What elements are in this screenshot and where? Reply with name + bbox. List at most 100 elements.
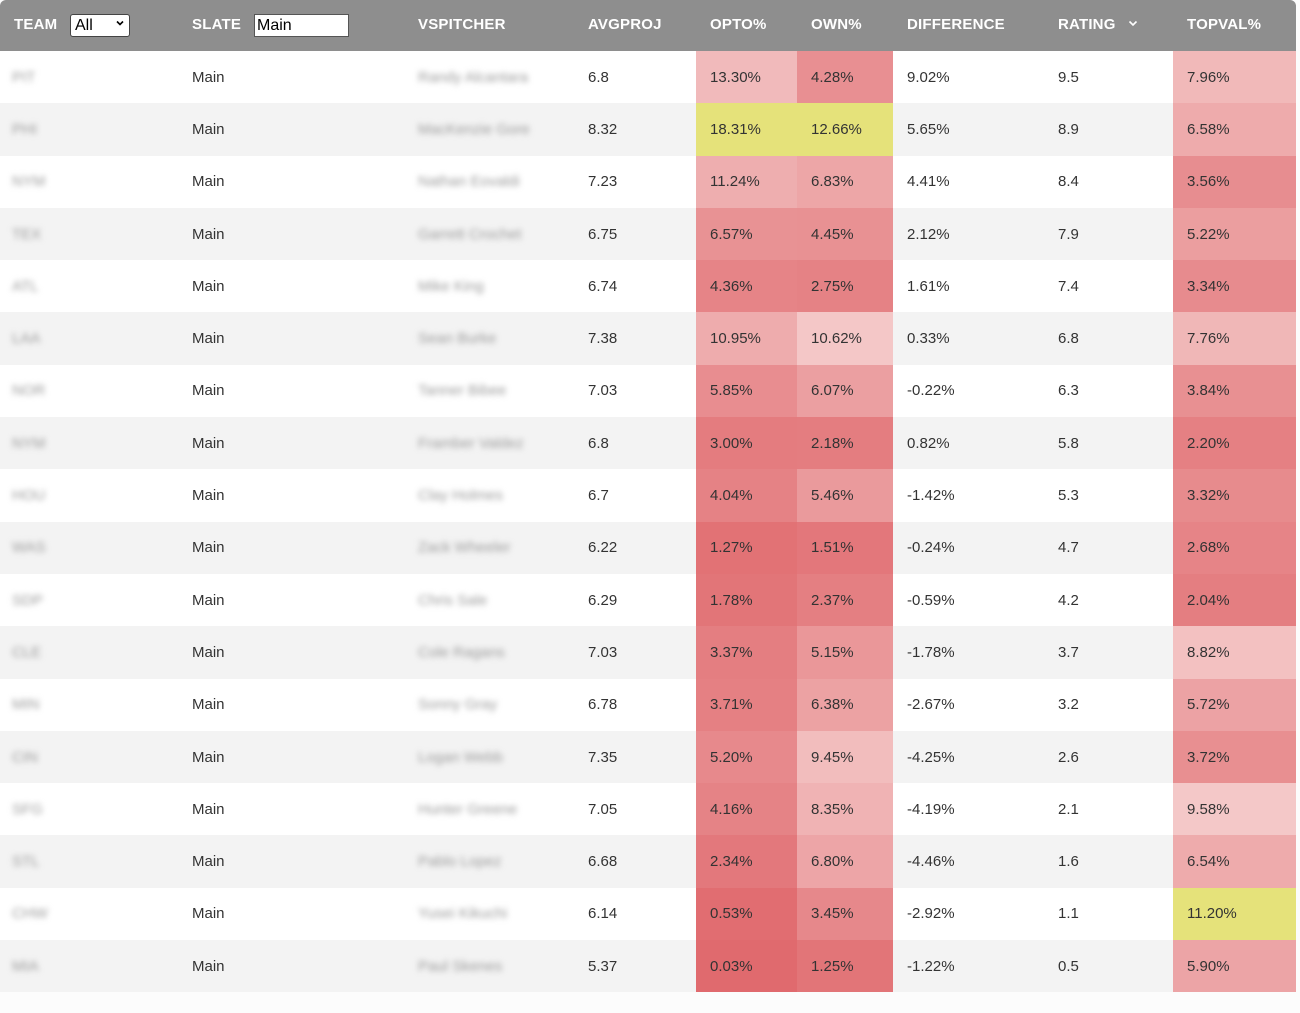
own-cell-text: 12.66%	[811, 120, 862, 138]
team-cell-text: CLE	[12, 643, 42, 661]
avgproj-cell: 7.03	[588, 626, 688, 678]
difference-cell-text: -2.67%	[907, 696, 955, 714]
rating-cell: 8.4	[1058, 156, 1158, 208]
avgproj-cell-text: 6.78	[588, 696, 618, 714]
topval-cell: 6.54%	[1173, 835, 1296, 888]
team-cell-text: MIA	[12, 957, 39, 975]
slate-filter-value: Main	[257, 17, 292, 34]
table-row[interactable]: HOU Main Clay Holmes 6.7 4.04% 5.46% -1.42% 5.3…	[0, 469, 1296, 522]
avgproj-cell-text: 7.03	[588, 643, 618, 661]
table-row[interactable]: SDP Main Chris Sale 6.29 1.78% 2.37% -0.59% 4.2…	[0, 573, 1296, 627]
topval-cell-text: 3.72%	[1187, 748, 1230, 766]
vspitcher-cell-text: MacKenzie Gore	[418, 120, 530, 138]
difference-cell-text: 0.82%	[907, 434, 950, 452]
team-cell: MIN	[12, 679, 72, 731]
table-row[interactable]: WAS Main Zack Wheeler 6.22 1.27% 1.51% -0.24% 4…	[0, 521, 1296, 574]
rating-cell-text: 8.9	[1058, 120, 1079, 138]
rating-cell: 6.3	[1058, 365, 1158, 417]
table-row[interactable]: NYM Main Framber Valdez 6.8 3.00% 2.18% 0.82% 5…	[0, 417, 1296, 470]
table-row[interactable]: PIT Main Randy Alcantara 6.8 13.30% 4.28% 9.02…	[0, 51, 1296, 104]
own-cell: 4.28%	[797, 51, 893, 104]
slate-cell: Main	[192, 940, 312, 992]
table-row[interactable]: MIA Main Paul Skenes 5.37 0.03% 1.25% -1.22% 0.…	[0, 940, 1296, 993]
slate-cell: Main	[192, 417, 312, 469]
rating-cell-text: 0.5	[1058, 957, 1079, 975]
table-row[interactable]: NYM Main Nathan Eovaldi 7.23 11.24% 6.83% 4.41…	[0, 155, 1296, 208]
table-row[interactable]: TEX Main Garrett Crochet 6.75 6.57% 4.45% 2.12…	[0, 207, 1296, 261]
rating-cell-text: 1.1	[1058, 905, 1079, 923]
avgproj-header[interactable]: AVGPROJ	[588, 16, 662, 33]
slate-cell-text: Main	[192, 225, 225, 243]
vspitcher-cell: Hunter Greene	[412, 783, 542, 835]
own-cell-text: 9.45%	[811, 748, 854, 766]
own-cell-text: 6.07%	[811, 382, 854, 400]
vspitcher-cell: Sean Burke	[412, 312, 542, 364]
table-row[interactable]: STL Main Pablo Lopez 6.68 2.34% 6.80% -4.46% 1.…	[0, 835, 1296, 888]
team-cell-text: CHW	[12, 905, 48, 923]
own-cell-text: 3.45%	[811, 905, 854, 923]
table-row[interactable]: CIN Main Logan Webb 7.35 5.20% 9.45% -4.25% 2.6…	[0, 730, 1296, 784]
avgproj-cell: 6.8	[588, 417, 688, 469]
opto-cell-text: 3.37%	[710, 643, 753, 661]
slate-cell-text: Main	[192, 696, 225, 714]
topval-header[interactable]: TOPVAL%	[1187, 16, 1262, 33]
opto-cell: 18.31%	[696, 103, 797, 156]
slate-cell: Main	[192, 888, 312, 940]
table-row[interactable]: NOR Main Tanner Bibee 7.03 5.85% 6.07% -0.22% 6…	[0, 364, 1296, 418]
avgproj-cell-text: 6.7	[588, 487, 609, 505]
opto-cell-text: 0.03%	[710, 957, 753, 975]
topval-cell: 7.76%	[1173, 312, 1296, 365]
vspitcher-cell: Mike King	[412, 260, 542, 312]
slate-cell: Main	[192, 312, 312, 364]
slate-header[interactable]: SLATE	[192, 16, 242, 33]
avgproj-cell: 6.7	[588, 469, 688, 521]
topval-cell: 2.20%	[1173, 417, 1296, 470]
vspitcher-cell: MacKenzie Gore	[412, 103, 542, 155]
team-cell-text: NOR	[12, 382, 46, 400]
team-cell-text: NYM	[12, 173, 46, 191]
own-cell-text: 1.25%	[811, 957, 854, 975]
table-row[interactable]: LAA Main Sean Burke 7.38 10.95% 10.62% 0.33% 6.…	[0, 312, 1296, 365]
vspitcher-cell-text: Nathan Eovaldi	[418, 173, 520, 191]
slate-filter-input[interactable]: Main	[254, 14, 349, 37]
vspitcher-cell-text: Chris Sale	[418, 591, 488, 609]
opto-header[interactable]: OPTO%	[710, 16, 767, 33]
slate-cell-text: Main	[192, 905, 225, 923]
difference-cell-text: -2.92%	[907, 905, 955, 923]
table-row[interactable]: CLE Main Cole Ragans 7.03 3.37% 5.15% -1.78% 3.…	[0, 626, 1296, 679]
table-row[interactable]: ATL Main Mike King 6.74 4.36% 2.75% 1.61% 7.4 3.…	[0, 260, 1296, 313]
table-row[interactable]: MIN Main Sonny Gray 6.78 3.71% 6.38% -2.67% 3.2…	[0, 678, 1296, 731]
team-cell: MIA	[12, 940, 72, 992]
team-filter-select[interactable]: All	[70, 14, 130, 37]
table-row[interactable]: CHW Main Yusei Kikuchi 6.14 0.53% 3.45% -2.92%…	[0, 887, 1296, 941]
own-header[interactable]: OWN%	[811, 16, 862, 33]
slate-cell-text: Main	[192, 539, 225, 557]
slate-cell: Main	[192, 103, 312, 155]
difference-header[interactable]: DIFFERENCE	[907, 16, 1005, 33]
rating-cell: 4.2	[1058, 574, 1158, 626]
team-header[interactable]: TEAM	[14, 16, 58, 33]
vspitcher-cell-text: Yusei Kikuchi	[418, 905, 508, 923]
vspitcher-cell-text: Garrett Crochet	[418, 225, 522, 243]
avgproj-cell-text: 6.68	[588, 853, 618, 871]
table-row[interactable]: PHI Main MacKenzie Gore 8.32 18.31% 12.66% 5.6…	[0, 103, 1296, 156]
team-cell: SFG	[12, 783, 72, 835]
difference-cell: -4.25%	[907, 731, 1047, 783]
avgproj-cell: 7.38	[588, 312, 688, 364]
vspitcher-cell: Pablo Lopez	[412, 835, 542, 887]
opto-cell: 5.20%	[696, 730, 797, 784]
rating-cell: 0.5	[1058, 940, 1158, 992]
opto-cell-text: 1.27%	[710, 539, 753, 557]
opto-cell-text: 5.20%	[710, 748, 753, 766]
difference-cell: 0.33%	[907, 312, 1047, 364]
table-row[interactable]: SFG Main Hunter Greene 7.05 4.16% 8.35% -4.19%…	[0, 783, 1296, 836]
own-cell-text: 5.15%	[811, 643, 854, 661]
avgproj-cell-text: 6.8	[588, 68, 609, 86]
topval-cell-text: 2.04%	[1187, 591, 1230, 609]
own-cell-text: 6.83%	[811, 173, 854, 191]
rating-header[interactable]: RATING	[1058, 16, 1138, 33]
rating-cell-text: 6.3	[1058, 382, 1079, 400]
difference-cell: 5.65%	[907, 103, 1047, 155]
avgproj-cell-text: 7.05	[588, 800, 618, 818]
vspitcher-header[interactable]: VSPITCHER	[418, 16, 506, 33]
